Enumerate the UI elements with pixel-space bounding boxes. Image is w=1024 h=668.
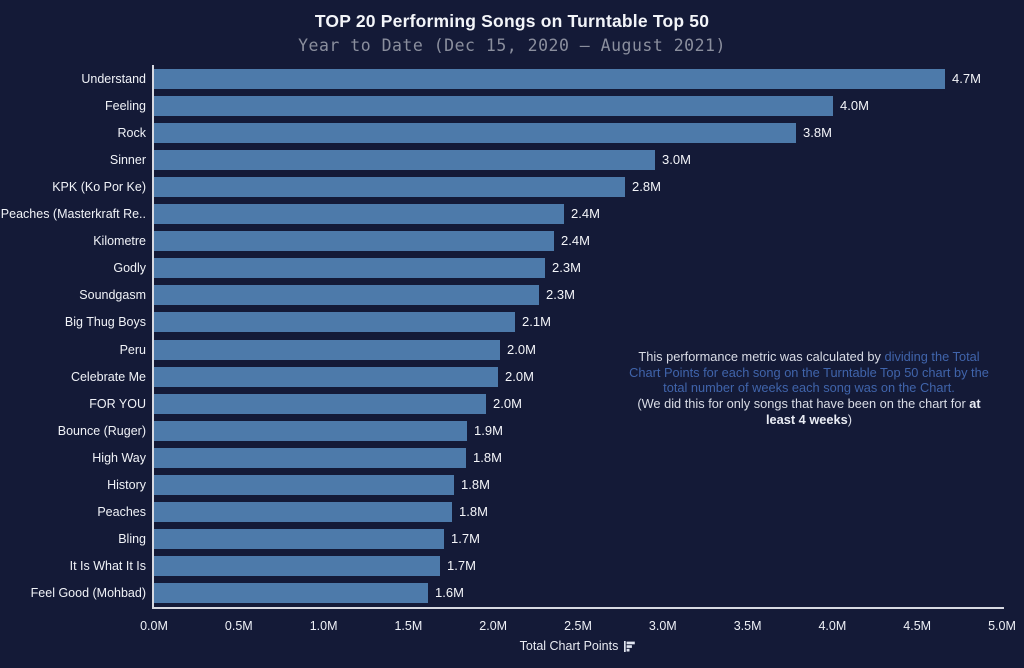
x-tick-label: 0.0M (140, 619, 168, 633)
bar (154, 204, 564, 225)
bar (154, 176, 625, 197)
bar (154, 475, 454, 496)
value-label: 3.0M (662, 151, 691, 167)
bar (154, 149, 655, 170)
value-label: 1.7M (447, 558, 476, 574)
bar (154, 556, 440, 577)
x-tick-label: 2.0M (479, 619, 508, 633)
value-label: 1.6M (435, 585, 464, 601)
value-label: 3.8M (803, 124, 832, 140)
bar (154, 122, 796, 143)
bar (154, 231, 554, 252)
value-label: 2.3M (546, 287, 575, 303)
chart-subtitle: Year to Date (Dec 15, 2020 — August 2021… (298, 36, 726, 55)
x-tick-label: 4.0M (818, 619, 847, 633)
value-label: 1.8M (461, 477, 490, 493)
category-label: Peru (119, 342, 146, 357)
annotation-close-paren: ) (847, 411, 853, 427)
x-axis-line (152, 607, 1004, 609)
x-tick-label: 5.0M (988, 619, 1016, 633)
category-label: Big Thug Boys (64, 315, 146, 330)
x-tick-label: 4.5M (903, 619, 932, 633)
category-label: Kilometre (93, 234, 146, 249)
value-label: 2.4M (561, 233, 590, 249)
category-label: Soundgasm (79, 288, 146, 303)
annotation-plain-text: This performance metric was calculated b… (638, 349, 885, 364)
annotation-plain-text-2: (We did this for only songs that have be… (637, 396, 970, 412)
bar (154, 258, 545, 279)
bar (154, 420, 467, 441)
bar (154, 529, 444, 550)
x-tick-label: 1.5M (394, 619, 423, 633)
x-axis-title-label: Total Chart Points (519, 639, 619, 653)
bar (154, 95, 833, 116)
bar (154, 447, 466, 468)
value-label: 1.9M (474, 422, 503, 438)
category-label: Celebrate Me (70, 369, 146, 384)
category-label: Feeling (105, 98, 146, 113)
category-label: Understand (81, 71, 146, 86)
value-label: 2.1M (522, 314, 551, 330)
methodology-annotation: This performance metric was calculated b… (628, 349, 990, 428)
value-label: 2.0M (505, 368, 534, 384)
value-label: 2.0M (493, 395, 522, 411)
category-label: Rock (117, 125, 146, 140)
bar (154, 366, 498, 387)
value-label: 2.4M (571, 206, 600, 222)
bar (154, 583, 428, 604)
value-label: 2.8M (632, 178, 661, 194)
chart-title: TOP 20 Performing Songs on Turntable Top… (314, 11, 710, 31)
value-label: 2.3M (552, 260, 581, 276)
category-label: High Way (92, 450, 146, 465)
category-label: It Is What It Is (69, 559, 146, 574)
value-label: 1.8M (459, 504, 488, 520)
bar (154, 502, 452, 523)
x-tick-label: 1.0M (309, 619, 338, 633)
category-label: History (107, 478, 146, 493)
value-label: 4.0M (840, 97, 869, 113)
value-label: 2.0M (507, 341, 536, 357)
value-label: 1.7M (451, 531, 480, 547)
category-label: Peaches (Masterkraft Re.. (0, 207, 146, 222)
category-label: Peaches (97, 505, 146, 520)
bar (154, 285, 539, 306)
bar (154, 312, 515, 333)
x-tick-label: 3.0M (648, 619, 677, 633)
x-tick-label: 0.5M (224, 619, 253, 633)
y-axis-line (152, 65, 154, 609)
value-label: 4.7M (952, 70, 981, 86)
horizontal-bar-chart-icon (623, 640, 636, 653)
annotation-sentence-2: (We did this for only songs that have be… (628, 396, 990, 427)
bar (154, 68, 945, 89)
x-tick-label: 3.5M (733, 619, 762, 633)
category-label: FOR YOU (89, 396, 146, 411)
x-axis-title: Total Chart Points (154, 639, 1002, 653)
category-label: Bounce (Ruger) (57, 423, 146, 438)
category-label: KPK (Ko Por Ke) (52, 179, 146, 194)
annotation-bold-text: at least 4 weeks (765, 396, 981, 427)
bar (154, 339, 500, 360)
category-label: Feel Good (Mohbad) (30, 586, 146, 601)
category-label: Godly (113, 261, 146, 276)
category-label: Bling (118, 532, 146, 547)
category-label: Sinner (109, 152, 146, 167)
annotation-highlight-text: dividing the Total Chart Points for each… (629, 349, 989, 396)
value-label: 1.8M (473, 449, 502, 465)
bar (154, 393, 486, 414)
x-tick-label: 2.5M (564, 619, 592, 633)
annotation-sentence-1: This performance metric was calculated b… (628, 349, 990, 396)
